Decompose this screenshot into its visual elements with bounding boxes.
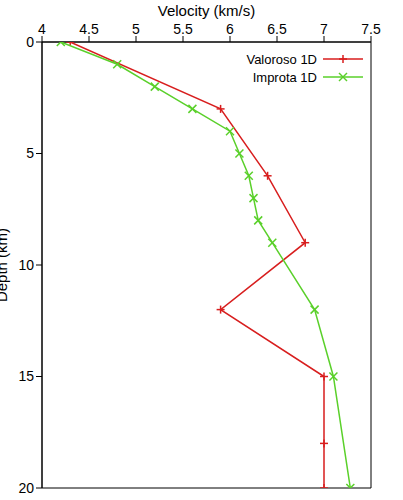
html-text:Improta 1D: Improta 1D [252, 69, 317, 85]
svg-text:4: 4 [38, 21, 46, 37]
svg-text:0: 0 [26, 34, 34, 50]
svg-text:6.5: 6.5 [267, 21, 287, 37]
svg-text:7.5: 7.5 [361, 21, 381, 37]
svg-text:20: 20 [18, 480, 34, 496]
svg-text:7: 7 [320, 21, 328, 37]
svg-text:5: 5 [26, 145, 34, 161]
svg-text:Velocity (km/s): Velocity (km/s) [158, 2, 256, 19]
svg-text:Depth (km): Depth (km) [8, 228, 10, 302]
html-text:Valoroso 1D: Valoroso 1D [246, 51, 317, 67]
svg-text:6: 6 [226, 21, 234, 37]
svg-text:5: 5 [132, 21, 140, 37]
svg-text:5.5: 5.5 [173, 21, 193, 37]
svg-text:10: 10 [18, 257, 34, 273]
svg-text:4.5: 4.5 [79, 21, 99, 37]
svg-text:15: 15 [18, 368, 34, 384]
